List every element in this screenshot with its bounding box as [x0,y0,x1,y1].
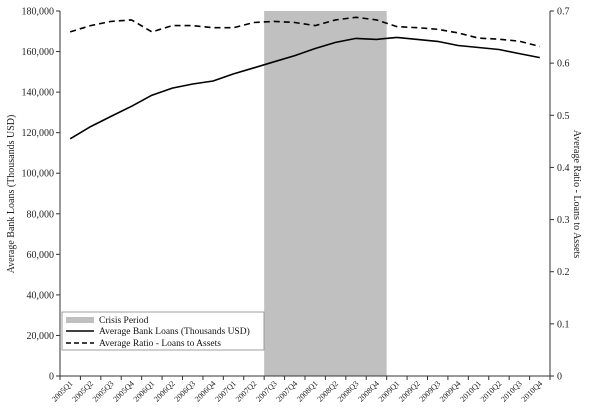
legend-crisis-label: Crisis Period [99,316,149,326]
x-tick-label: 2007Q2 [234,379,259,404]
y-right-tick-label: 0 [557,372,562,383]
x-tick-label: 2010Q1 [458,379,483,404]
y-axis-right-title: Average Ratio - Loans to Assets [571,130,582,259]
x-tick-label: 2009Q3 [418,379,443,404]
x-tick-label: 2009Q1 [377,379,402,404]
x-tick-label: 2006Q2 [152,379,177,404]
y-right-tick-label: 0.2 [557,267,570,278]
y-left-tick-label: 140,000 [22,88,55,99]
x-tick-label: 2010Q3 [499,379,524,404]
y-left-tick-label: 160,000 [22,47,55,58]
x-tick-label: 2006Q3 [173,379,198,404]
y-left-tick-label: 180,000 [22,7,55,18]
x-tick-label: 2005Q4 [111,379,136,404]
series-line-bank-loans [69,36,540,140]
x-tick-label: 2007Q3 [254,379,279,404]
x-tick-label: 2009Q4 [438,379,463,404]
legend-crisis-swatch [66,317,94,323]
x-tick-label: 2006Q1 [132,379,157,404]
y-left-tick-label: 0 [49,372,54,383]
x-tick-label: 2008Q1 [295,379,320,404]
x-tick-label: 2010Q4 [520,379,545,404]
x-tick-label: 2008Q4 [356,379,381,404]
y-right-tick-label: 0.6 [557,59,570,70]
y-left-tick-label: 100,000 [22,169,55,180]
series-line-loan-asset-ratio [69,16,541,48]
crisis-period-band [264,11,387,376]
x-tick-label: 2006Q4 [193,379,218,404]
y-left-tick-label: 40,000 [27,290,55,301]
x-tick-label: 2010Q2 [479,379,504,404]
x-tick-label: 2008Q3 [336,379,361,404]
y-right-tick-label: 0.1 [557,319,570,330]
y-axis-left-title: Average Bank Loans (Thousands USD) [6,115,17,274]
x-tick-label: 2008Q2 [315,379,340,404]
y-left-tick-label: 80,000 [27,209,55,220]
y-right-tick-label: 0.4 [557,163,570,174]
legend: Crisis Period Average Bank Loans (Thousa… [61,311,265,351]
x-tick-label: 2007Q4 [275,379,300,404]
y-right-tick-label: 0.7 [557,7,570,18]
x-tick-label: 2009Q2 [397,379,422,404]
legend-ratio-label: Average Ratio - Loans to Assets [99,339,221,349]
x-tick-label: 2007Q1 [213,379,238,404]
x-tick-label: 2005Q1 [50,379,75,404]
y-right-tick-label: 0.5 [557,111,570,122]
legend-box [61,311,265,351]
y-left-tick-label: 120,000 [22,128,55,139]
y-left-tick-label: 60,000 [27,250,55,261]
y-right-tick-label: 0.3 [557,215,570,226]
x-tick-label: 2005Q2 [70,379,95,404]
y-left-tick-label: 20,000 [27,331,55,342]
x-tick-label: 2005Q3 [91,379,116,404]
legend-loans-label: Average Bank Loans (Thousands USD) [99,326,250,337]
